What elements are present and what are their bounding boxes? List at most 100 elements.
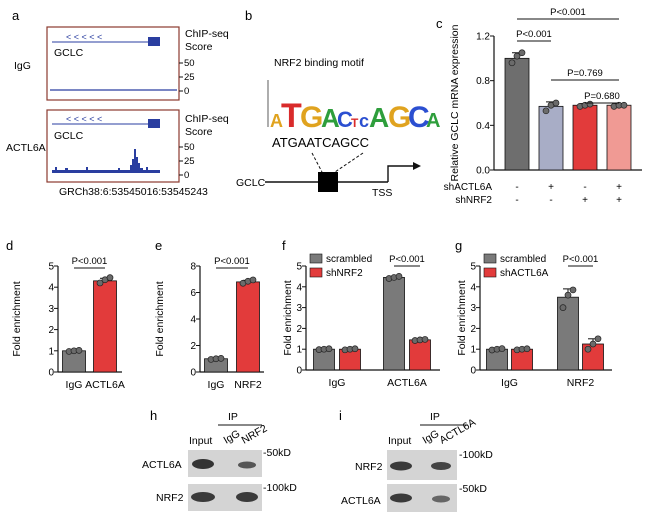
legend-swatch [309,253,323,264]
chart-c: 0.0 0.4 0.8 1.2 Relative GCLC mRNA expressio… [444,7,642,206]
gene-label-actl6a: GCLC [54,130,84,142]
tick-25: 25 [184,72,195,83]
data-point [589,340,597,348]
data-point [498,345,506,352]
band-ip-h2 [236,492,258,502]
p-value-label: P<0.001 [516,29,552,40]
band-input-i2 [390,493,412,503]
panel-label-h: h [150,408,157,423]
lane-actl6a-i: ACTL6A [438,416,478,446]
legend-label: scrambled [326,254,372,265]
y-tick-label: 8 [190,262,196,273]
condition-mark: + [616,182,622,193]
panel-a-igg-track: < < < < < GCLC ChIP-seq Score 50 25 0 [46,26,229,101]
marker-100-i: -100kD [459,449,493,461]
p-value-label: P<0.001 [389,254,425,265]
x-tick-label: IgG [66,379,83,391]
lane-input-h: Input [189,435,212,447]
y-axis-label: Fold enrichment [282,280,294,355]
blot-i: IP Input IgG ACTL6A NRF2 ACTL6A -100kD -… [341,411,493,512]
chip-score-label-2: Score [185,41,213,53]
bar [606,104,632,171]
row-actl6a-i: ACTL6A [341,495,381,507]
condition-row-label: shNRF2 [455,195,492,206]
y-tick-label: 1 [296,345,302,356]
legend-swatch [483,267,497,278]
gene-label-igg: GCLC [54,47,84,59]
data-point [523,345,531,353]
row-nrf2-h: NRF2 [156,492,184,504]
p-value-label: P<0.001 [550,7,586,18]
x-tick-label: ACTL6A [85,379,125,391]
svg-text:c: c [359,111,369,131]
bar [93,280,117,373]
svg-text:G: G [300,101,323,134]
ip-label-h: IP [228,411,238,423]
data-point [421,336,429,343]
x-tick-label: IgG [501,377,518,389]
panel-a-actl6a-track: < < < < < GCLC ChIP-seq Score 50 25 0 [46,109,229,183]
motif-sequence: ATGAATCAGCC [272,135,369,150]
data-point [559,304,567,311]
y-tick-label: 1 [48,346,54,357]
sequence-logo: A T G A C T c A G C A [267,80,440,135]
p-value-label: P<0.001 [563,254,599,265]
band-input-h2 [191,492,215,502]
legend-swatch [483,253,497,264]
y-tick-label: 5 [296,262,302,273]
bar [383,277,405,371]
svg-text:50: 50 [184,142,195,153]
svg-text:A: A [270,111,283,131]
y-tick-label: 2 [190,341,196,352]
band-ip-i1 [431,462,451,470]
y-tick-label: 0 [190,368,196,379]
chart-e: 0 2 4 6 8 Fold enrichment IgG NRF2 P<0.001 [154,256,264,391]
data-point [217,355,225,362]
legend-label: scrambled [500,254,546,265]
svg-text:T: T [351,116,359,130]
band-input-i1 [390,461,412,471]
y-axis-label: Fold enrichment [154,281,166,356]
marker-100-h: -100kD [263,482,297,494]
track-frame-actl6a [46,109,180,183]
svg-text:C: C [337,107,353,132]
band-ip-h1 [238,461,256,469]
motif-title: NRF2 binding motif [274,57,364,69]
data-point [552,99,560,107]
genome-coordinates: GRCh38:6:53545016:53545243 [59,186,208,198]
legend-swatch [309,267,323,278]
gene-exon-block [148,37,160,46]
data-point [249,276,257,284]
condition-mark: + [548,182,554,193]
condition-row-label: shACTL6A [444,182,493,193]
y-tick-label: 0.0 [476,166,490,177]
y-tick-label: 4 [470,282,476,293]
marker-50-i: -50kD [459,483,487,495]
p-value-label: P=0.769 [567,68,603,79]
y-tick-label: 4 [48,283,54,294]
chip-signal-peaks [52,149,160,173]
y-tick-label: 0 [470,366,476,377]
chip-score-label-2b: Score [185,126,213,138]
lane-nrf2-h: NRF2 [240,422,270,446]
p-value-label: P=0.680 [584,91,620,102]
binding-site-box [318,172,338,192]
bar [538,105,564,171]
y-tick-label: 4 [296,282,302,293]
blot-h: IP Input IgG NRF2 ACTL6A NRF2 -50kD -100… [142,411,297,511]
data-point [351,345,359,353]
row-label-igg: IgG [14,60,31,72]
tick-0: 0 [184,86,189,97]
svg-text:A: A [426,110,440,132]
band-ip-i2 [432,495,450,503]
data-point [395,273,403,280]
tss-label: TSS [372,187,392,199]
band-input-h1 [192,459,214,469]
y-tick-label: 3 [470,303,476,314]
row-nrf2-i: NRF2 [355,461,383,473]
condition-mark: - [583,182,586,193]
svg-text:< < < < <: < < < < < [66,114,102,124]
